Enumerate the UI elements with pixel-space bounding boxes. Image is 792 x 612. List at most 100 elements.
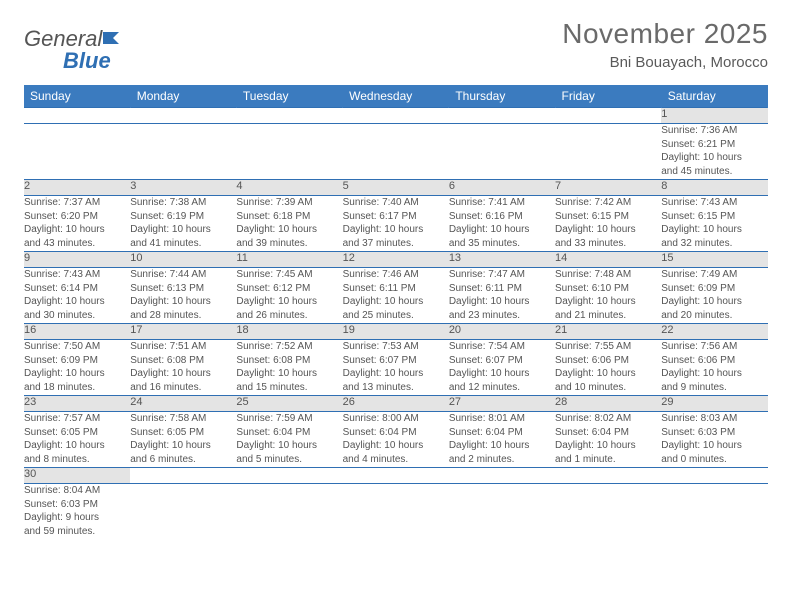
day-detail-row: Sunrise: 8:04 AMSunset: 6:03 PMDaylight:… — [24, 484, 768, 540]
day-detail-cell: Sunrise: 7:53 AMSunset: 6:07 PMDaylight:… — [343, 340, 449, 396]
day-number-cell: 27 — [449, 396, 555, 412]
daylight-text-2: and 30 minutes. — [24, 309, 130, 323]
daylight-text-2: and 37 minutes. — [343, 237, 449, 251]
day-number-row: 16171819202122 — [24, 324, 768, 340]
day-number-cell — [555, 468, 661, 484]
daylight-text-2: and 35 minutes. — [449, 237, 555, 251]
day-detail-cell: Sunrise: 7:43 AMSunset: 6:15 PMDaylight:… — [661, 196, 767, 252]
day-number-cell — [661, 468, 767, 484]
sunset-text: Sunset: 6:05 PM — [130, 426, 236, 440]
daylight-text-1: Daylight: 10 hours — [24, 295, 130, 309]
daylight-text-1: Daylight: 10 hours — [236, 439, 342, 453]
sunset-text: Sunset: 6:06 PM — [661, 354, 767, 368]
day-detail-cell: Sunrise: 7:40 AMSunset: 6:17 PMDaylight:… — [343, 196, 449, 252]
daylight-text-2: and 15 minutes. — [236, 381, 342, 395]
sunset-text: Sunset: 6:07 PM — [343, 354, 449, 368]
day-detail-row: Sunrise: 7:57 AMSunset: 6:05 PMDaylight:… — [24, 412, 768, 468]
day-number-cell: 8 — [661, 180, 767, 196]
sunrise-text: Sunrise: 7:48 AM — [555, 268, 661, 282]
sunset-text: Sunset: 6:10 PM — [555, 282, 661, 296]
sunset-text: Sunset: 6:14 PM — [24, 282, 130, 296]
day-detail-cell: Sunrise: 7:57 AMSunset: 6:05 PMDaylight:… — [24, 412, 130, 468]
day-number-cell: 10 — [130, 252, 236, 268]
day-detail-cell — [130, 484, 236, 540]
flag-icon — [103, 30, 123, 46]
day-detail-cell: Sunrise: 7:36 AMSunset: 6:21 PMDaylight:… — [661, 124, 767, 180]
day-number-cell: 28 — [555, 396, 661, 412]
day-number-cell: 9 — [24, 252, 130, 268]
day-detail-cell: Sunrise: 7:47 AMSunset: 6:11 PMDaylight:… — [449, 268, 555, 324]
daylight-text-2: and 59 minutes. — [24, 525, 130, 539]
day-detail-cell: Sunrise: 7:38 AMSunset: 6:19 PMDaylight:… — [130, 196, 236, 252]
day-detail-cell: Sunrise: 7:44 AMSunset: 6:13 PMDaylight:… — [130, 268, 236, 324]
sunrise-text: Sunrise: 8:00 AM — [343, 412, 449, 426]
day-detail-cell — [555, 484, 661, 540]
daylight-text-1: Daylight: 10 hours — [555, 367, 661, 381]
sunset-text: Sunset: 6:04 PM — [555, 426, 661, 440]
day-number-cell: 21 — [555, 324, 661, 340]
brand-part2: Blue — [63, 48, 111, 74]
day-detail-cell — [236, 124, 342, 180]
day-number-cell — [449, 108, 555, 124]
daylight-text-2: and 2 minutes. — [449, 453, 555, 467]
day-number-cell: 29 — [661, 396, 767, 412]
sunset-text: Sunset: 6:09 PM — [661, 282, 767, 296]
day-number-cell — [449, 468, 555, 484]
day-detail-cell — [343, 484, 449, 540]
month-title: November 2025 — [562, 18, 768, 50]
sunrise-text: Sunrise: 7:53 AM — [343, 340, 449, 354]
sunset-text: Sunset: 6:03 PM — [661, 426, 767, 440]
daylight-text-2: and 23 minutes. — [449, 309, 555, 323]
day-number-cell: 25 — [236, 396, 342, 412]
sunrise-text: Sunrise: 7:50 AM — [24, 340, 130, 354]
daylight-text-1: Daylight: 10 hours — [343, 295, 449, 309]
daylight-text-2: and 21 minutes. — [555, 309, 661, 323]
sunrise-text: Sunrise: 7:43 AM — [661, 196, 767, 210]
sunset-text: Sunset: 6:03 PM — [24, 498, 130, 512]
col-sun: Sunday — [24, 85, 130, 108]
day-detail-cell: Sunrise: 8:01 AMSunset: 6:04 PMDaylight:… — [449, 412, 555, 468]
col-thu: Thursday — [449, 85, 555, 108]
col-wed: Wednesday — [343, 85, 449, 108]
day-detail-cell: Sunrise: 7:43 AMSunset: 6:14 PMDaylight:… — [24, 268, 130, 324]
day-detail-row: Sunrise: 7:36 AMSunset: 6:21 PMDaylight:… — [24, 124, 768, 180]
day-number-cell — [24, 108, 130, 124]
day-number-cell — [130, 108, 236, 124]
day-detail-cell — [449, 484, 555, 540]
sunrise-text: Sunrise: 7:45 AM — [236, 268, 342, 282]
day-detail-row: Sunrise: 7:43 AMSunset: 6:14 PMDaylight:… — [24, 268, 768, 324]
daylight-text-1: Daylight: 10 hours — [343, 367, 449, 381]
day-detail-cell: Sunrise: 8:00 AMSunset: 6:04 PMDaylight:… — [343, 412, 449, 468]
daylight-text-2: and 20 minutes. — [661, 309, 767, 323]
sunrise-text: Sunrise: 7:52 AM — [236, 340, 342, 354]
daylight-text-2: and 39 minutes. — [236, 237, 342, 251]
day-detail-cell: Sunrise: 7:51 AMSunset: 6:08 PMDaylight:… — [130, 340, 236, 396]
col-tue: Tuesday — [236, 85, 342, 108]
sunrise-text: Sunrise: 7:36 AM — [661, 124, 767, 138]
sunset-text: Sunset: 6:20 PM — [24, 210, 130, 224]
day-number-cell: 20 — [449, 324, 555, 340]
day-number-row: 2345678 — [24, 180, 768, 196]
sunrise-text: Sunrise: 7:39 AM — [236, 196, 342, 210]
sunrise-text: Sunrise: 8:01 AM — [449, 412, 555, 426]
day-number-cell — [236, 108, 342, 124]
sunset-text: Sunset: 6:04 PM — [236, 426, 342, 440]
day-number-row: 23242526272829 — [24, 396, 768, 412]
day-number-cell — [236, 468, 342, 484]
sunrise-text: Sunrise: 7:38 AM — [130, 196, 236, 210]
day-number-cell: 23 — [24, 396, 130, 412]
daylight-text-2: and 4 minutes. — [343, 453, 449, 467]
day-number-cell — [555, 108, 661, 124]
day-number-row: 9101112131415 — [24, 252, 768, 268]
day-number-row: 1 — [24, 108, 768, 124]
daylight-text-1: Daylight: 10 hours — [661, 151, 767, 165]
day-number-cell: 2 — [24, 180, 130, 196]
day-number-cell: 11 — [236, 252, 342, 268]
daylight-text-1: Daylight: 10 hours — [236, 367, 342, 381]
col-mon: Monday — [130, 85, 236, 108]
day-detail-cell: Sunrise: 8:02 AMSunset: 6:04 PMDaylight:… — [555, 412, 661, 468]
sunrise-text: Sunrise: 8:03 AM — [661, 412, 767, 426]
daylight-text-2: and 0 minutes. — [661, 453, 767, 467]
daylight-text-2: and 10 minutes. — [555, 381, 661, 395]
sunset-text: Sunset: 6:11 PM — [343, 282, 449, 296]
